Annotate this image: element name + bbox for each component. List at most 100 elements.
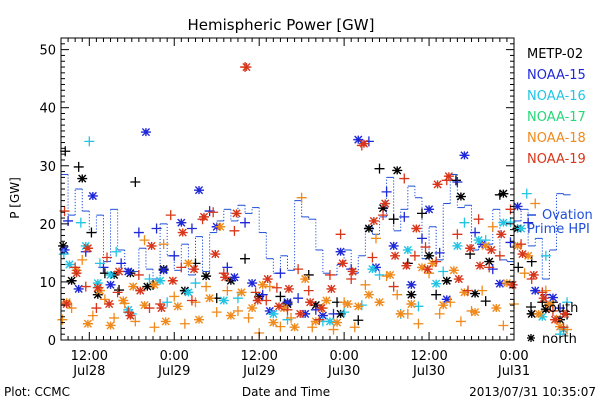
star-stroke	[459, 288, 470, 297]
metp-02-south-point	[114, 285, 125, 296]
metp-02-north-point	[455, 192, 466, 201]
noaa-18-south-point	[222, 285, 233, 296]
plus-stroke	[473, 214, 484, 225]
star-stroke	[194, 315, 205, 324]
plus-stroke	[77, 254, 88, 265]
noaa-18-north-point	[300, 274, 311, 284]
plus-stroke	[360, 279, 371, 290]
noaa-16-south-point	[111, 246, 122, 257]
star-stroke	[326, 284, 337, 293]
star-stroke	[544, 299, 555, 309]
plus-stroke	[232, 305, 243, 316]
metp-02-north-point	[526, 309, 537, 318]
star-stroke	[498, 189, 509, 198]
noaa-18-north-point	[533, 309, 544, 318]
noaa-19-south-point	[80, 281, 91, 292]
metp-02-south-point	[275, 291, 286, 302]
noaa-15-north-point	[353, 135, 364, 144]
noaa-19-south-point	[271, 282, 282, 293]
noaa-18-south-point	[130, 316, 141, 327]
noaa-19-north-point	[337, 259, 348, 268]
noaa-19-south-point	[399, 173, 410, 184]
noaa-19-north-point	[358, 139, 369, 148]
noaa-18-south-point	[57, 314, 68, 325]
plus-stroke	[555, 329, 566, 340]
noaa-15-north-point	[229, 273, 240, 282]
plus-stroke	[470, 227, 481, 238]
noaa-19-south-point	[516, 239, 527, 250]
star-stroke	[140, 127, 151, 137]
metp-02-north-point	[179, 286, 190, 295]
star-stroke	[496, 230, 507, 239]
star-stroke	[194, 186, 205, 195]
plus-stroke	[293, 264, 304, 275]
plus-stroke	[208, 207, 219, 218]
noaa-18-south-point	[179, 318, 190, 329]
noaa-15-south-point	[63, 215, 74, 226]
star-stroke	[241, 62, 252, 72]
plus-stroke	[521, 188, 532, 199]
noaa-19-north-point	[401, 261, 412, 270]
noaa-19-north-point	[167, 276, 178, 285]
plus-stroke	[99, 294, 110, 305]
plus-stroke	[130, 316, 141, 327]
plus-stroke	[537, 287, 548, 298]
metp-02-south-point	[60, 146, 71, 157]
noaa-15-south-point	[434, 247, 445, 258]
star-stroke	[459, 151, 470, 160]
star-stroke	[105, 280, 116, 289]
star-stroke	[198, 212, 209, 221]
noaa-19-north-point	[210, 249, 221, 259]
plus-stroke	[484, 262, 495, 273]
star-stroke	[507, 280, 518, 289]
noaa-18-north-point	[395, 309, 406, 318]
noaa-18-north-point	[385, 270, 396, 280]
metp-02-north-point	[484, 257, 495, 266]
plus-stroke	[144, 274, 155, 285]
star-stroke	[77, 174, 88, 183]
noaa-19-north-point	[274, 302, 285, 311]
star-stroke	[517, 249, 528, 259]
plus-stroke	[133, 269, 144, 280]
noaa-18-south-point	[296, 192, 307, 203]
star-stroke	[66, 276, 77, 285]
y-tick-label: 30	[39, 160, 56, 175]
star-stroke	[64, 260, 75, 269]
noaa-16-north-point	[218, 296, 229, 305]
noaa-16-south-point	[84, 136, 95, 147]
noaa-19-north-point	[326, 284, 337, 293]
star-stroke	[225, 311, 236, 320]
star-stroke	[104, 299, 115, 309]
noaa-18-south-point	[211, 307, 222, 318]
noaa-18-north-point	[183, 259, 194, 268]
plus-stroke	[57, 314, 68, 325]
noaa-18-north-point	[236, 288, 247, 297]
noaa-18-north-point	[470, 308, 481, 317]
plus-stroke	[151, 223, 162, 234]
plus-stroke	[303, 285, 314, 296]
plus-stroke	[452, 229, 463, 240]
x-tick-label: 0:00	[499, 349, 528, 364]
noaa-19-north-point	[82, 244, 93, 253]
noaa-15-south-point	[523, 217, 534, 228]
plus-stroke	[87, 310, 98, 321]
noaa-19-south-point	[409, 250, 420, 261]
plus-stroke	[462, 285, 473, 296]
star-stroke	[146, 241, 157, 251]
plus-stroke	[455, 316, 466, 327]
noaa-19-south-point	[303, 285, 314, 296]
noaa-19-north-point	[189, 265, 200, 274]
noaa-15-north-point	[530, 286, 541, 295]
noaa-19-north-point	[104, 299, 115, 309]
noaa-19-north-point	[316, 303, 327, 313]
star-stroke	[406, 290, 417, 299]
noaa-19-north-point	[71, 269, 82, 278]
metp-02-north-point	[58, 241, 69, 251]
star-stroke	[218, 296, 229, 305]
noaa-18-south-point	[109, 312, 120, 323]
noaa-15-south-point	[416, 233, 427, 244]
star-stroke	[533, 309, 544, 318]
star-stroke	[402, 245, 413, 255]
plus-stroke	[66, 303, 77, 314]
metp-02-north-point	[201, 272, 212, 281]
